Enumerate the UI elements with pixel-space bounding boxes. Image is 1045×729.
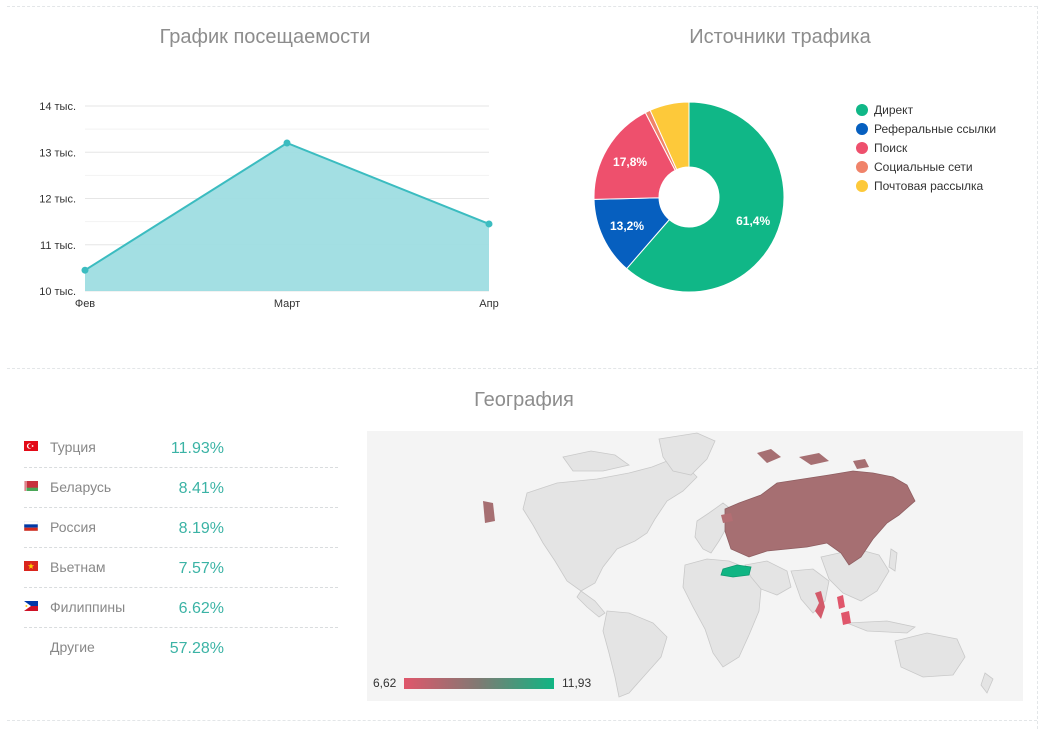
belarus-flag-icon bbox=[24, 481, 38, 491]
slice-label: 17,8% bbox=[613, 155, 647, 169]
slice-label: 13,2% bbox=[610, 219, 644, 233]
y-tick-label: 10 тыс. bbox=[39, 286, 76, 298]
map-south-america bbox=[602, 610, 668, 698]
y-tick-label: 13 тыс. bbox=[39, 147, 76, 159]
y-tick-label: 14 тыс. bbox=[39, 101, 76, 113]
map-belarus bbox=[721, 513, 733, 523]
country-name: Филиппины bbox=[50, 599, 126, 615]
vietnam-flag-icon bbox=[24, 561, 38, 571]
legend-item[interactable]: Почтовая рассылка bbox=[856, 176, 996, 195]
slice-Почтовая рассылка[interactable] bbox=[649, 101, 690, 171]
slice-label: 61,4% bbox=[736, 214, 770, 228]
x-tick-label: Фев bbox=[75, 298, 95, 310]
legend-color-dot bbox=[856, 122, 868, 135]
scale-max-label: 11,93 bbox=[562, 676, 592, 690]
country-name: Вьетнам bbox=[50, 559, 106, 575]
traffic-legend: Директ Реферальные ссылки Поиск Социальные … bbox=[856, 100, 996, 195]
legend-color-dot bbox=[856, 103, 868, 116]
data-point-Март[interactable] bbox=[283, 139, 291, 147]
map-japan bbox=[888, 548, 898, 572]
country-name: Турция bbox=[50, 439, 96, 455]
x-tick-label: Апр bbox=[479, 298, 498, 310]
legend-color-dot bbox=[856, 160, 868, 173]
world-map[interactable]: 6,62 11,93 bbox=[367, 431, 1023, 701]
scale-min-label: 6,62 bbox=[373, 676, 397, 690]
legend-label: Поиск bbox=[874, 140, 908, 155]
turkey-flag-icon bbox=[24, 441, 38, 451]
area-fill bbox=[85, 143, 489, 291]
map-arctic-islands bbox=[562, 450, 630, 472]
map-new-zealand bbox=[980, 672, 994, 694]
geography-row: Беларусь 8.41% bbox=[24, 468, 338, 508]
geography-title: География bbox=[474, 389, 574, 411]
map-indonesia bbox=[846, 620, 916, 634]
legend-label: Директ bbox=[874, 102, 914, 117]
legend-item[interactable]: Поиск bbox=[856, 138, 996, 157]
russia-flag-icon bbox=[24, 521, 38, 531]
country-percent: 6.62% bbox=[178, 600, 224, 617]
map-turkey bbox=[720, 564, 752, 578]
country-percent: 11.93% bbox=[170, 440, 224, 457]
geography-row: Турция 11.93% bbox=[24, 428, 338, 468]
traffic-chart-title: Источники трафика bbox=[689, 26, 871, 48]
world-map-svg bbox=[483, 432, 994, 698]
country-name: Другие bbox=[50, 639, 95, 655]
legend-label: Почтовая рассылка bbox=[874, 178, 984, 193]
legend-color-dot bbox=[856, 141, 868, 154]
color-scale-bar bbox=[404, 678, 554, 689]
slice-Поиск[interactable] bbox=[593, 111, 676, 200]
legend-item[interactable]: Директ bbox=[856, 100, 996, 119]
geography-list: Турция 11.93% Беларусь 8.41% Россия 8.19% Вьет… bbox=[24, 428, 338, 668]
country-percent: 8.19% bbox=[178, 520, 224, 537]
legend-color-dot bbox=[856, 179, 868, 192]
map-philippines bbox=[837, 595, 851, 625]
x-tick-label: Март bbox=[274, 298, 300, 310]
map-russia-far-east bbox=[483, 501, 495, 523]
map-greenland bbox=[658, 432, 716, 476]
country-percent: 7.57% bbox=[178, 560, 224, 577]
map-middle-east bbox=[744, 560, 792, 596]
map-vietnam bbox=[815, 591, 825, 619]
slice-Директ[interactable] bbox=[625, 101, 785, 293]
map-russia-islands bbox=[757, 449, 869, 469]
map-australia bbox=[894, 632, 966, 678]
legend-label: Реферальные ссылки bbox=[874, 121, 997, 136]
country-percent: 57.28% bbox=[169, 640, 224, 657]
country-percent: 8.41% bbox=[178, 480, 224, 497]
country-name: Россия bbox=[50, 519, 96, 535]
data-point-Фев[interactable] bbox=[81, 266, 89, 274]
country-name: Беларусь bbox=[50, 479, 112, 495]
legend-item[interactable]: Реферальные ссылки bbox=[856, 119, 996, 138]
map-central-america bbox=[576, 590, 606, 618]
map-africa bbox=[682, 558, 762, 668]
geography-row: Другие 57.28% bbox=[24, 628, 338, 668]
map-north-america bbox=[522, 460, 698, 592]
visits-chart-title: График посещаемости bbox=[159, 26, 371, 48]
geography-row: Филиппины 6.62% bbox=[24, 588, 338, 628]
map-russia bbox=[724, 470, 916, 566]
visits-area-chart: 10 тыс. 11 тыс. 12 тыс. 13 тыс. 14 тыс. Фев Ма… bbox=[39, 101, 499, 310]
geography-row: Вьетнам 7.57% bbox=[24, 548, 338, 588]
geography-row: Россия 8.19% bbox=[24, 508, 338, 548]
y-tick-label: 11 тыс. bbox=[40, 240, 76, 252]
traffic-donut-chart: 61,4% 13,2% 17,8% bbox=[593, 101, 785, 293]
legend-item[interactable]: Социальные сети bbox=[856, 157, 996, 176]
data-point-Апр[interactable] bbox=[485, 220, 493, 228]
y-tick-label: 12 тыс. bbox=[39, 194, 76, 206]
philippines-flag-icon bbox=[24, 601, 38, 611]
legend-label: Социальные сети bbox=[874, 159, 973, 174]
